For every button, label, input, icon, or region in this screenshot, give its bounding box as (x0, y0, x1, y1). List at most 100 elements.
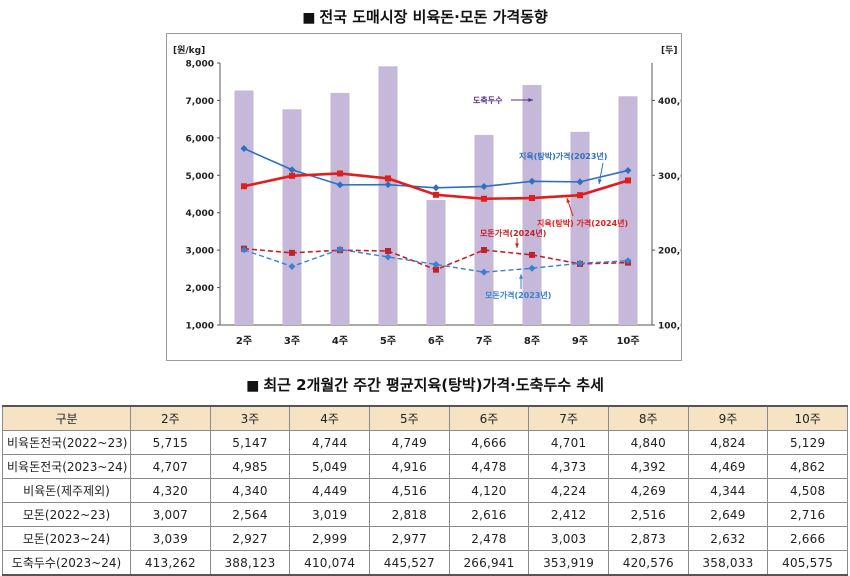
table-cell: 5,147 (209, 430, 291, 455)
annotation-arrow-head (528, 98, 533, 102)
table-cell: 2,818 (368, 502, 450, 527)
series-point-2 (529, 251, 535, 258)
table-cell: 4,344 (687, 478, 769, 503)
table-cell: 4,120 (448, 478, 530, 503)
y-tick-label-left: 2,000 (186, 284, 214, 294)
header-week: 9주 (687, 405, 769, 431)
x-tick-label: 10주 (616, 335, 639, 347)
table-cell: 2,977 (368, 526, 450, 551)
table-cell: 4,824 (687, 430, 769, 455)
series-point-3 (384, 253, 392, 261)
table-row: 비육돈(제주제외) 4,320 4,340 4,449 4,516 4,120 4,224 4… (2, 478, 848, 503)
y-tick-label-left: 7,000 (186, 97, 214, 107)
header-week: 5주 (368, 405, 450, 431)
bar-3주 (282, 109, 302, 325)
table-cell: 358,033 (687, 550, 769, 576)
series-point-1 (577, 192, 583, 199)
row-label: 모돈(2023~24) (2, 526, 131, 551)
header-week: 4주 (289, 405, 370, 431)
table-cell: 266,941 (448, 550, 530, 576)
table-cell: 405,575 (767, 550, 848, 576)
table-row: 도축두수(2023~24) 413,262 388,123 410,074 445,52… (2, 550, 848, 576)
table-cell: 4,478 (448, 454, 530, 479)
series-point-0 (288, 166, 296, 174)
table-cell: 4,701 (528, 430, 609, 455)
series-point-1 (289, 172, 295, 179)
table-cell: 2,927 (209, 526, 291, 551)
y-tick-label-left: 6,000 (186, 134, 214, 144)
chart-title: ■ 전국 도매시장 비육돈·모돈 가격동향 (302, 8, 548, 26)
series-point-1 (625, 177, 631, 184)
series-point-0 (432, 184, 440, 192)
series-point-3 (240, 246, 248, 254)
y-tick-label-right: 400,000 (658, 97, 681, 107)
table-cell: 4,340 (209, 478, 291, 503)
series-point-1 (433, 191, 439, 198)
header-week: 8주 (607, 405, 689, 431)
series-point-1 (481, 195, 487, 202)
chart-area: 1,000 2,000 3,000 4,000 5,000 6,000 7,000 8,000… (166, 33, 682, 361)
series-point-2 (481, 247, 487, 254)
table-cell: 388,123 (209, 550, 291, 576)
y-tick-label-right: 100,000 (658, 322, 681, 332)
annotation-label: 지육(탕박)가격(2023년) (519, 151, 607, 161)
annotation-label: 도축두수 (473, 95, 503, 105)
table-cell: 4,469 (687, 454, 769, 479)
table-cell: 4,744 (289, 430, 370, 455)
x-tick-label: 2주 (236, 335, 252, 347)
table-cell: 4,985 (209, 454, 291, 479)
y-tick-label-left: 8,000 (186, 60, 214, 70)
annotation-arrow-head (597, 179, 602, 184)
table-body: 비육돈전국(2022~23) 5,715 5,147 4,744 4,749 4,666 4… (2, 430, 848, 576)
table-title: ■ 최근 2개월간 주간 평균지육(탕박)가격·도축두수 추세 (246, 376, 604, 394)
series-point-0 (528, 177, 536, 185)
series-point-0 (576, 178, 584, 186)
series-point-3 (576, 259, 584, 267)
header-week: 3주 (209, 405, 291, 431)
table-row: 모돈(2023~24) 3,039 2,927 2,999 2,977 2,478 3,00… (2, 526, 848, 551)
table-row: 모돈(2022~23) 3,007 2,564 3,019 2,818 2,616 2,41… (2, 502, 848, 527)
series-point-3 (528, 264, 536, 272)
combo-chart: 1,000 2,000 3,000 4,000 5,000 6,000 7,000 8,000… (173, 44, 681, 347)
series-point-1 (385, 175, 391, 182)
series-point-1 (337, 170, 343, 177)
series-point-3 (336, 245, 344, 253)
table-cell: 4,666 (448, 430, 530, 455)
table-cell: 2,616 (448, 502, 530, 527)
table-cell: 4,862 (767, 454, 848, 479)
table-cell: 3,003 (528, 526, 609, 551)
table-cell: 3,019 (289, 502, 370, 527)
bar-7주 (474, 134, 494, 325)
table-cell: 4,224 (528, 478, 609, 503)
table-cell: 4,449 (289, 478, 370, 503)
table-cell: 413,262 (130, 550, 211, 576)
annotation-label: 지육(탕박) 가격(2024년) (537, 218, 628, 228)
header-week: 7주 (528, 405, 609, 431)
bar-8주 (522, 85, 542, 325)
table-cell: 410,074 (289, 550, 370, 576)
series-point-3 (288, 262, 296, 270)
table-cell: 5,715 (130, 430, 211, 455)
square-bullet-icon: ■ (246, 378, 260, 394)
series-point-3 (432, 261, 440, 269)
y-tick-label-left: 3,000 (186, 247, 214, 257)
series-point-2 (385, 248, 391, 255)
y-tick-label-left: 4,000 (186, 209, 214, 219)
y-tick-label-left: 5,000 (186, 172, 214, 182)
table-cell: 5,049 (289, 454, 370, 479)
header-category: 구분 (2, 405, 131, 431)
table-cell: 4,707 (130, 454, 211, 479)
table-row: 비육돈전국(2022~23) 5,715 5,147 4,744 4,749 4,666 4… (2, 430, 848, 455)
table-cell: 4,749 (368, 430, 450, 455)
x-tick-label: 9주 (572, 335, 588, 347)
y-axis-label-left: [원/kg] (173, 44, 205, 56)
series-point-3 (624, 257, 632, 265)
x-tick-label: 4주 (332, 335, 348, 347)
table-cell: 4,373 (528, 454, 609, 479)
table-cell: 5,129 (767, 430, 848, 455)
table-cell: 2,632 (687, 526, 769, 551)
table-cell: 2,564 (209, 502, 291, 527)
table-cell: 2,873 (607, 526, 689, 551)
x-tick-label: 7주 (476, 335, 492, 347)
table-cell: 4,840 (607, 430, 689, 455)
